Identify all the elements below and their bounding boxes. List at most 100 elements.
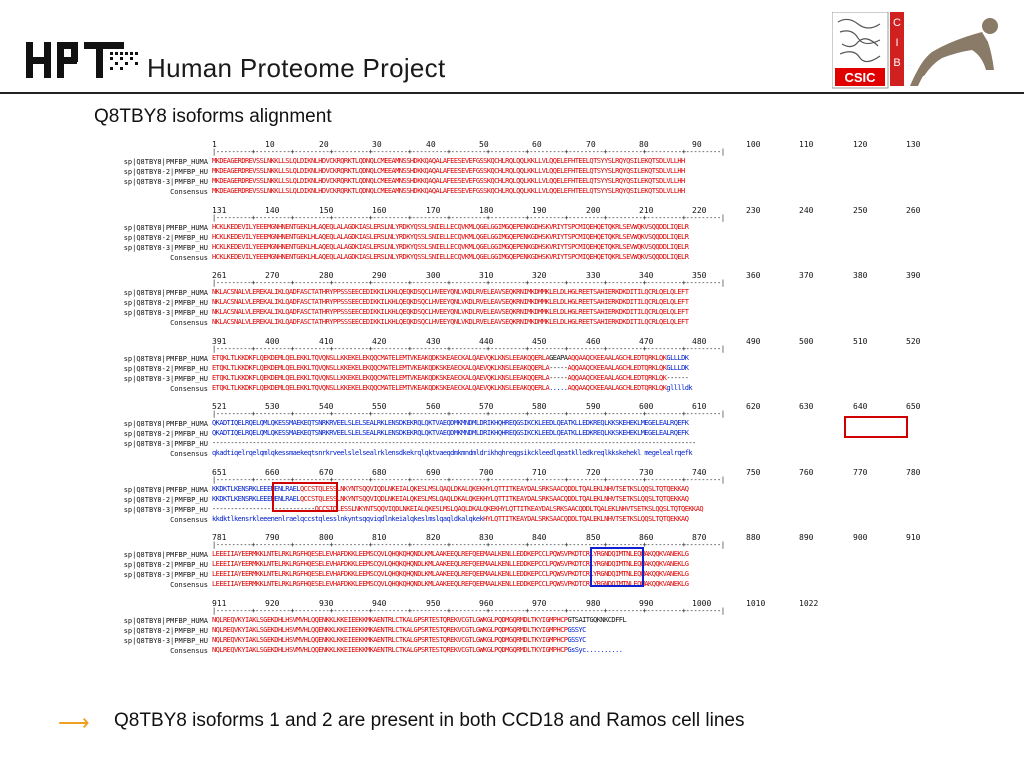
sequence-label: sp|Q8TBY8-2|PMFBP_HU — [123, 233, 208, 242]
ruler-tick-label: 970 — [532, 598, 547, 608]
sequence-row: sp|Q8TBY8-3|PMFBP_HU NKLACSNALVLEREKALIKL… — [90, 308, 924, 318]
ruler-tick-label: 150 — [319, 205, 334, 215]
sequence-segment: kkdktlkensrkleeenenlraelqccstqlesslnkynt… — [212, 514, 484, 523]
ruler-tick-label: 890 — [799, 533, 814, 542]
sequence-text: MKDEAGERDREVSSLNKKLLSLQLDIKNLHDVCKRQRKTL… — [212, 157, 924, 166]
sequence-segment: ----- — [549, 363, 568, 372]
ruler-tick-label: 720 — [586, 467, 601, 477]
sequence-text: kkdktlkensrkleeenenlraelqccstqlesslnkynt… — [212, 515, 924, 524]
sequence-label: sp|Q8TBY8-2|PMFBP_HU — [123, 626, 208, 635]
ruler-tick-label: 910 — [906, 533, 921, 542]
ruler-tick-label: 770 — [853, 467, 868, 477]
sequence-label: sp|Q8TBY8-2|PMFBP_HU — [123, 364, 208, 373]
sequence-label: sp|Q8TBY8-2|PMFBP_HU — [123, 168, 208, 176]
sequence-segment: GSSYC — [567, 635, 586, 644]
ruler-tick-label: 781 — [212, 533, 227, 542]
ruler-tick-label: 870 — [692, 533, 707, 542]
sequence-segment: QKADTIQELRQELQMLQKESSMAEKEQTSNRKRVEELSLE… — [212, 429, 689, 437]
ruler-tick-label: 860 — [639, 533, 654, 542]
ruler-tick-label: 400 — [265, 336, 280, 346]
alignment-panel: 1 10 20 30 40 50 60 70 80 90 100 110 120 130 |--------… — [90, 140, 930, 664]
ruler-tick-label: 610 — [692, 402, 707, 411]
ruler-tick-label: 590 — [586, 402, 601, 411]
sequence-text: LEEEIIAYEERMKKLNTELRKLRGFHQESELEVHAFDKKL… — [212, 550, 924, 559]
ruler-tick-label: 850 — [586, 533, 601, 542]
ruler-tick-label: 710 — [532, 467, 547, 477]
ruler-tick-label: 310 — [479, 271, 494, 280]
ruler-tick-label: 900 — [853, 533, 868, 542]
sequence-row: sp|Q8TBY8-3|PMFBP_HU HCKLKEDEVILYEEEMGNHN… — [90, 243, 924, 253]
sequence-segment: ---------------------------- — [212, 504, 315, 513]
sequence-row: sp|Q8TBY8-2|PMFBP_HU LEEEIIAYEERMKKLNTELR… — [90, 560, 924, 570]
sequence-row: sp|Q8TBY8-3|PMFBP_HU NQLREQVKYIAKLSGEKDHL… — [90, 636, 924, 646]
sequence-label: sp|Q8TBY8-3|PMFBP_HU — [123, 571, 208, 579]
alignment-block: 651 660 670 680 690 700 710 720 730 740 750 760 770 7… — [90, 468, 930, 534]
ruler-tick-label: 930 — [319, 598, 334, 608]
ruler-tick-label: 450 — [532, 336, 547, 346]
sequence-label: Consensus — [170, 450, 208, 458]
sequence-row: sp|Q8TBY8-3|PMFBP_HU --------------------… — [90, 505, 924, 515]
sequence-text: qkadtiqelrqelqmlqkessmaekeqtsnrkrveelsle… — [212, 449, 924, 458]
ruler-tick-label: 350 — [692, 271, 707, 280]
sequence-label: sp|Q8TBY8-2|PMFBP_HU — [123, 495, 208, 504]
sequence-label: sp|Q8TBY8|PMFBP_HUMA — [123, 158, 208, 166]
ruler-tick-label: 131 — [212, 205, 227, 215]
ruler-tick-label: 340 — [639, 271, 654, 280]
sequence-label: Consensus — [170, 646, 208, 655]
sequence-label: sp|Q8TBY8-2|PMFBP_HU — [123, 430, 208, 438]
sequence-segment: glllldk — [666, 383, 693, 392]
sequence-text: NKLACSNALVLEREKALIKLQADFASCTATHRYPPSSSEE… — [212, 318, 924, 327]
svg-text:C: C — [893, 17, 901, 29]
sequence-segment: ETQKLTLKKDKFLQEKDEMLQELEKKLTQVQNSLLKKEKE… — [212, 383, 550, 392]
sequence-segment: NQLREQVKYIAKLSGEKDHLHSVMVHLQQENKKLKKEIEE… — [212, 625, 568, 634]
sequence-segment: LEEEIIAYEERMKKLNTELRKLRGFHQESELEVHAFDKKL… — [212, 580, 689, 588]
ruler-dashes: |---------+---------+---------+---------… — [212, 213, 725, 222]
ruler-tick-label: 30 — [372, 140, 382, 149]
ruler-dashes: |---------+---------+---------+---------… — [212, 344, 725, 353]
csic-label: CSIC — [844, 70, 876, 85]
sequence-text: KKDKTLKENSRKLEEENENLRAELQCCSTQLESSLNKYNT… — [212, 485, 924, 494]
sequence-label: sp|Q8TBY8|PMFBP_HUMA — [123, 616, 208, 625]
csic-logo-graphic: CSIC C I B — [831, 11, 998, 89]
sequence-row: sp|Q8TBY8-2|PMFBP_HU HCKLKEDEVILYEEEMGNHN… — [90, 233, 924, 243]
sequence-label: sp|Q8TBY8-3|PMFBP_HU — [123, 505, 208, 514]
ruler-tick-label: 651 — [212, 467, 227, 477]
ruler-tick-label: 570 — [479, 402, 494, 411]
sequence-label: sp|Q8TBY8-3|PMFBP_HU — [123, 243, 208, 252]
ruler-tick-label: 1022 — [799, 598, 819, 608]
ruler-tick-label: 540 — [319, 402, 334, 411]
sequence-segment: ..... — [549, 383, 568, 392]
sequence-row: sp|Q8TBY8-2|PMFBP_HU ETQKLTLKKDKFLQEKDEML… — [90, 364, 924, 374]
sequence-label: Consensus — [170, 384, 208, 393]
sequence-label: Consensus — [170, 253, 208, 262]
ruler-tick-label: 480 — [692, 336, 707, 346]
ruler-tick-label: 110 — [799, 140, 814, 149]
sequence-segment: AQQAAQCKEEAALAGCHLEDTQRKLQK — [567, 373, 667, 382]
ruler-tick-label: 1000 — [692, 598, 712, 608]
sequence-label: sp|Q8TBY8|PMFBP_HUMA — [123, 551, 208, 559]
ruler-tick-label: 210 — [639, 205, 654, 215]
sequence-row: sp|Q8TBY8-2|PMFBP_HU KKDKTLKENSRKLEEENENL… — [90, 495, 924, 505]
sequence-segment: ----- — [549, 373, 568, 382]
sequence-label: sp|Q8TBY8-3|PMFBP_HU — [123, 309, 208, 317]
ruler-tick-label: 840 — [532, 533, 547, 542]
header-divider — [0, 92, 1024, 94]
ruler-tick-label: 820 — [426, 533, 441, 542]
slide-title: Q8TBY8 isoforms alignment — [94, 106, 332, 127]
ruler-tick-label: 490 — [746, 336, 761, 346]
sequence-segment: GsSyc.......... — [567, 645, 623, 654]
ruler-tick-label: 911 — [212, 598, 227, 608]
ruler-tick-label: 460 — [586, 336, 601, 346]
ruler-tick-label: 880 — [746, 533, 761, 542]
sequence-row: sp|Q8TBY8-2|PMFBP_HU NQLREQVKYIAKLSGEKDHL… — [90, 626, 924, 636]
sequence-text: NQLREQVKYIAKLSGEKDHLHSVMVHLQQENKKLKKEIEE… — [212, 636, 924, 645]
ruler-dashes: |---------+---------+---------+---------… — [212, 541, 725, 549]
sequence-text: NQLREQVKYIAKLSGEKDHLHSVMVHLQQENKKLKKEIEE… — [212, 646, 924, 655]
sequence-segment: GEAPA — [549, 353, 568, 362]
sequence-segment: HCKLKEDEVILYEEEMGNHNENTGEKLHLAQEQLALAGDK… — [212, 232, 689, 241]
ruler-tick-label: 190 — [532, 205, 547, 215]
csic-logo: CSIC C I B — [831, 11, 1012, 95]
sequence-text: KKDKTLKENSRKLEEENENLRAELQCCSTQLESSLNKYNT… — [212, 495, 924, 504]
ruler-tick-label: 790 — [265, 533, 280, 542]
ruler-tick-label: 230 — [746, 205, 761, 215]
